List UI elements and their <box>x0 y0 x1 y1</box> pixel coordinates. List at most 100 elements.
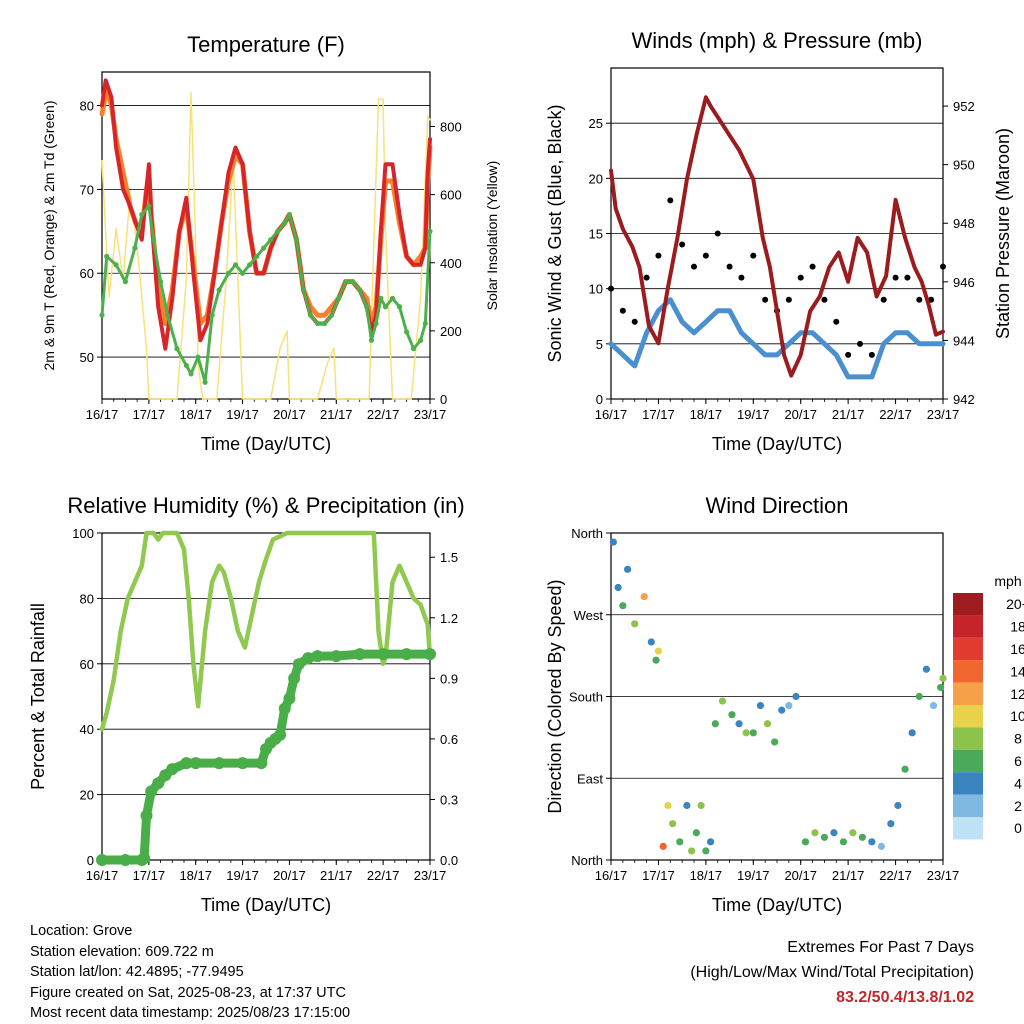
gust-point <box>643 274 650 281</box>
dewpoint-point <box>389 295 396 301</box>
direction-point <box>901 765 909 773</box>
station-location: Location: Grove <box>30 923 133 939</box>
dewpoint-point <box>188 371 194 377</box>
direction-ytick-label: West <box>574 608 604 623</box>
humidity-xtick-label: 22/17 <box>367 868 400 883</box>
temperature-xtick-label: 20/17 <box>273 407 306 422</box>
humidity-ylabel: Percent & Total Rainfall <box>28 603 48 790</box>
direction-point <box>877 842 885 850</box>
dewpoint-point <box>225 270 232 276</box>
precip-point <box>166 763 179 776</box>
legend-swatch <box>953 817 983 840</box>
legend-title: mph <box>994 573 1021 589</box>
humidity-xtick-label: 19/17 <box>226 868 259 883</box>
dewpoint-point <box>261 245 267 251</box>
direction-point <box>692 829 700 837</box>
direction-point <box>908 729 916 737</box>
precip-point <box>152 777 165 790</box>
temperature-y2tick-label: 600 <box>440 188 462 203</box>
extremes-values: 83.2/50.4/13.8/1.02 <box>836 989 974 1006</box>
legend-label: 4 <box>1014 775 1022 791</box>
temperature-ytick-label: 60 <box>80 266 94 281</box>
direction-point <box>763 720 772 728</box>
precip-point <box>138 851 151 864</box>
temperature-y2tick-label: 200 <box>440 324 462 339</box>
dewpoint-point <box>113 262 119 268</box>
dewpoint-point <box>427 228 433 234</box>
dewpoint-point <box>99 312 105 318</box>
gust-point <box>679 241 686 248</box>
dewpoint-point <box>343 279 349 285</box>
direction-point <box>647 638 655 646</box>
temperature-xtick-label: 17/17 <box>133 407 166 422</box>
legend-label: 14 <box>1010 663 1024 679</box>
humidity-series-precip <box>97 649 435 865</box>
gust-point <box>655 252 662 259</box>
temperature-y2tick-label: 800 <box>440 120 462 135</box>
winds-xtick-label: 16/17 <box>595 407 628 422</box>
extremes-title: Extremes For Past 7 Days <box>787 939 974 956</box>
winds-y2tick-label: 942 <box>953 392 975 407</box>
direction-xtick-label: 23/17 <box>927 868 960 883</box>
direction-frame <box>610 532 944 861</box>
gust-point <box>691 263 697 270</box>
gust-point <box>738 274 745 281</box>
precip-point <box>274 728 287 741</box>
direction-point <box>652 656 660 664</box>
humidity-title: Relative Humidity (%) & Precipitation (i… <box>67 493 464 518</box>
direction-xtick-label: 19/17 <box>737 868 770 883</box>
dewpoint-point <box>247 262 253 268</box>
direction-point <box>624 565 632 573</box>
legend-label: 16 <box>1010 641 1024 657</box>
humidity-xlabel: Time (Day/UTC) <box>201 895 331 915</box>
direction-point <box>778 706 786 714</box>
winds-series-pressure <box>609 95 945 378</box>
gust-point <box>667 197 674 204</box>
dewpoint-point <box>157 279 164 285</box>
winds-xtick-label: 19/17 <box>737 407 770 422</box>
legend-label: 18 <box>1010 619 1024 635</box>
gust-point <box>702 252 709 259</box>
dewpoint-point <box>378 295 384 301</box>
direction-point <box>711 720 719 728</box>
direction-point <box>868 838 876 846</box>
direction-point <box>654 647 663 655</box>
gust-point <box>797 274 804 281</box>
gust-point <box>916 296 923 303</box>
precip-point <box>353 648 366 661</box>
direction-point <box>820 833 829 841</box>
direction-point <box>937 683 945 692</box>
dewpoint-point <box>357 287 363 293</box>
temperature-ylabel: 2m & 9m T (Red, Orange) & 2m Td (Green) <box>41 101 57 371</box>
station-info: Location: Grove Station elevation: 609.7… <box>30 921 350 1024</box>
precip-point <box>119 854 132 866</box>
winds-y2tick-label: 952 <box>953 99 975 114</box>
direction-xtick-label: 21/17 <box>832 868 865 883</box>
recent-timestamp: Most recent data timestamp: 2025/08/23 1… <box>30 1005 351 1021</box>
direction-ytick-label: North <box>571 526 603 541</box>
dewpoint-point <box>209 312 215 318</box>
direction-xtick-label: 20/17 <box>784 868 817 883</box>
winds-ytick-label: 10 <box>589 282 603 297</box>
precip-point <box>236 757 249 770</box>
gust-point <box>762 296 769 303</box>
direction-point <box>735 720 743 728</box>
precip-point <box>377 648 390 661</box>
legend-label: 8 <box>1014 731 1022 747</box>
gust-point <box>608 285 614 292</box>
direction-point <box>830 829 838 837</box>
temperature-xtick-label: 22/17 <box>367 407 400 422</box>
dewpoint-point <box>122 279 129 285</box>
legend-swatch <box>953 660 983 683</box>
humidity-ytick-label: 80 <box>80 591 94 606</box>
dewpoint-point <box>350 279 356 285</box>
direction-ytick-label: South <box>569 690 603 705</box>
gust-point <box>833 318 840 325</box>
precip-point <box>180 757 193 770</box>
precip-point <box>189 757 202 770</box>
humidity-ytick-label: 40 <box>80 722 94 737</box>
legend-swatch <box>953 682 983 705</box>
temperature-xtick-label: 23/17 <box>414 407 447 422</box>
dewpoint-point <box>382 304 389 310</box>
